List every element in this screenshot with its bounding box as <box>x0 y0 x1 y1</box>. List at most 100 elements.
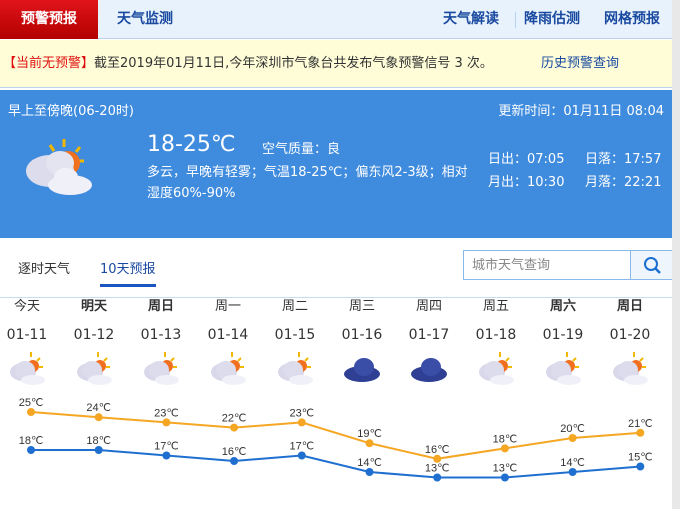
date: 01-12 <box>73 327 115 343</box>
weekday: 周日 <box>616 299 643 314</box>
sunset: 日落：17:57 <box>585 152 662 167</box>
weekday: 周日 <box>147 299 174 314</box>
partly-cloudy-icon <box>10 352 45 385</box>
data-point <box>230 457 239 465</box>
day-column: 周日 01-20 <box>597 298 663 390</box>
tab-hourly[interactable]: 逐时天气 <box>18 262 71 277</box>
data-point <box>94 413 103 422</box>
weather-description: 多云，早晚有轻雾；气温18-25℃；偏东风2-3级；相对湿度60%-90% <box>147 165 468 201</box>
day-column: 明天 01-12 <box>61 298 127 390</box>
data-point <box>27 408 35 416</box>
data-label: 23℃ <box>290 407 315 419</box>
moonrise: 月出：10:30 <box>488 175 565 190</box>
tab-warning-forecast[interactable]: 预警预报 <box>0 0 98 39</box>
data-label: 13℃ <box>493 463 518 475</box>
data-label: 14℃ <box>560 457 585 469</box>
weekday: 周四 <box>415 299 442 314</box>
data-point <box>568 434 577 442</box>
sunrise: 日出：07:05 <box>488 152 565 167</box>
data-label: 17℃ <box>290 441 315 453</box>
moonset: 月落：22:21 <box>585 175 662 190</box>
weekday: 周一 <box>214 299 241 314</box>
data-label: 24℃ <box>86 402 111 414</box>
air-quality: 空气质量：良 <box>262 142 341 157</box>
data-label: 16℃ <box>222 446 247 458</box>
data-label: 17℃ <box>154 441 179 453</box>
history-warning-link[interactable]: 历史预警查询 <box>541 56 620 71</box>
data-point <box>500 473 509 482</box>
partly-cloudy-icon <box>144 352 179 385</box>
data-label: 19℃ <box>357 428 382 440</box>
day-column: 周六 01-19 <box>530 298 596 390</box>
data-point <box>27 446 35 454</box>
data-point <box>94 446 103 454</box>
data-label: 14℃ <box>357 457 382 469</box>
search-input[interactable] <box>464 251 630 279</box>
partly-cloudy-icon <box>479 352 514 385</box>
data-label: 23℃ <box>154 407 179 419</box>
date: 01-18 <box>475 327 517 343</box>
data-label: 21℃ <box>628 418 653 430</box>
search-button[interactable] <box>630 251 673 279</box>
data-point <box>568 468 577 476</box>
data-point <box>297 418 306 427</box>
weekday: 周五 <box>482 299 509 314</box>
city-search <box>463 250 674 280</box>
weekday: 明天 <box>80 299 107 314</box>
data-label: 22℃ <box>222 413 247 425</box>
partly-cloudy-icon <box>211 352 246 385</box>
partly-cloudy-icon <box>546 352 581 385</box>
forecast-tabs: 逐时天气 10天预报 <box>0 240 672 298</box>
data-label: 25℃ <box>19 397 44 409</box>
data-label: 18℃ <box>493 433 518 445</box>
data-point <box>636 428 645 437</box>
data-label: 13℃ <box>425 463 450 475</box>
day-column: 周四 01-17 <box>396 298 462 390</box>
date: 01-17 <box>408 327 450 343</box>
series-line <box>31 449 641 479</box>
data-label: 16℃ <box>425 444 450 456</box>
day-column: 周三 01-16 <box>329 298 395 390</box>
partly-cloudy-icon <box>613 352 648 385</box>
date: 01-13 <box>140 327 182 343</box>
weekday: 周二 <box>281 299 308 314</box>
weekday: 周三 <box>348 299 375 314</box>
scrollbar[interactable] <box>672 0 680 509</box>
data-point <box>162 418 171 427</box>
data-label: 15℃ <box>628 452 653 464</box>
divider <box>515 12 516 28</box>
search-icon <box>644 257 661 274</box>
overcast-icon <box>344 358 380 382</box>
date: 01-16 <box>341 327 383 343</box>
link-weather-interpretation[interactable]: 天气解读 <box>443 11 499 27</box>
tab-10day[interactable]: 10天预报 <box>100 260 156 287</box>
data-label: 18℃ <box>86 435 111 447</box>
date: 01-15 <box>274 327 316 343</box>
day-column: 周二 01-15 <box>262 298 328 390</box>
partly-cloudy-icon <box>77 352 112 385</box>
day-column: 今天 01-11 <box>0 298 60 390</box>
data-point <box>636 462 645 471</box>
data-point <box>365 439 374 448</box>
period-label: 早上至傍晚(06-20时) <box>8 104 134 119</box>
tab-weather-monitor[interactable]: 天气监测 <box>117 11 173 27</box>
current-weather-panel: 早上至傍晚(06-20时) 更新时间：01月11日 08:04 18-25℃ 空… <box>0 90 672 238</box>
day-column: 周五 01-18 <box>463 298 529 390</box>
link-rain-estimate[interactable]: 降雨估测 <box>524 11 580 27</box>
data-point <box>162 451 171 460</box>
temperature-range: 18-25℃ <box>147 132 236 157</box>
data-point <box>433 473 442 482</box>
data-point <box>365 468 374 476</box>
data-point <box>230 423 239 432</box>
date: 01-11 <box>6 327 48 343</box>
link-grid-forecast[interactable]: 网格预报 <box>604 11 660 27</box>
day-column: 周日 01-13 <box>128 298 194 390</box>
warning-text: 截至2019年01月11日,今年深圳市气象台共发布气象预警信号 3 次。 <box>94 56 493 71</box>
date: 01-14 <box>207 327 249 343</box>
weekday: 周六 <box>549 299 576 314</box>
data-point <box>433 454 442 463</box>
partly-cloudy-icon <box>26 139 92 195</box>
series-line <box>30 411 641 460</box>
overcast-icon <box>411 358 447 382</box>
date: 01-20 <box>609 327 651 343</box>
